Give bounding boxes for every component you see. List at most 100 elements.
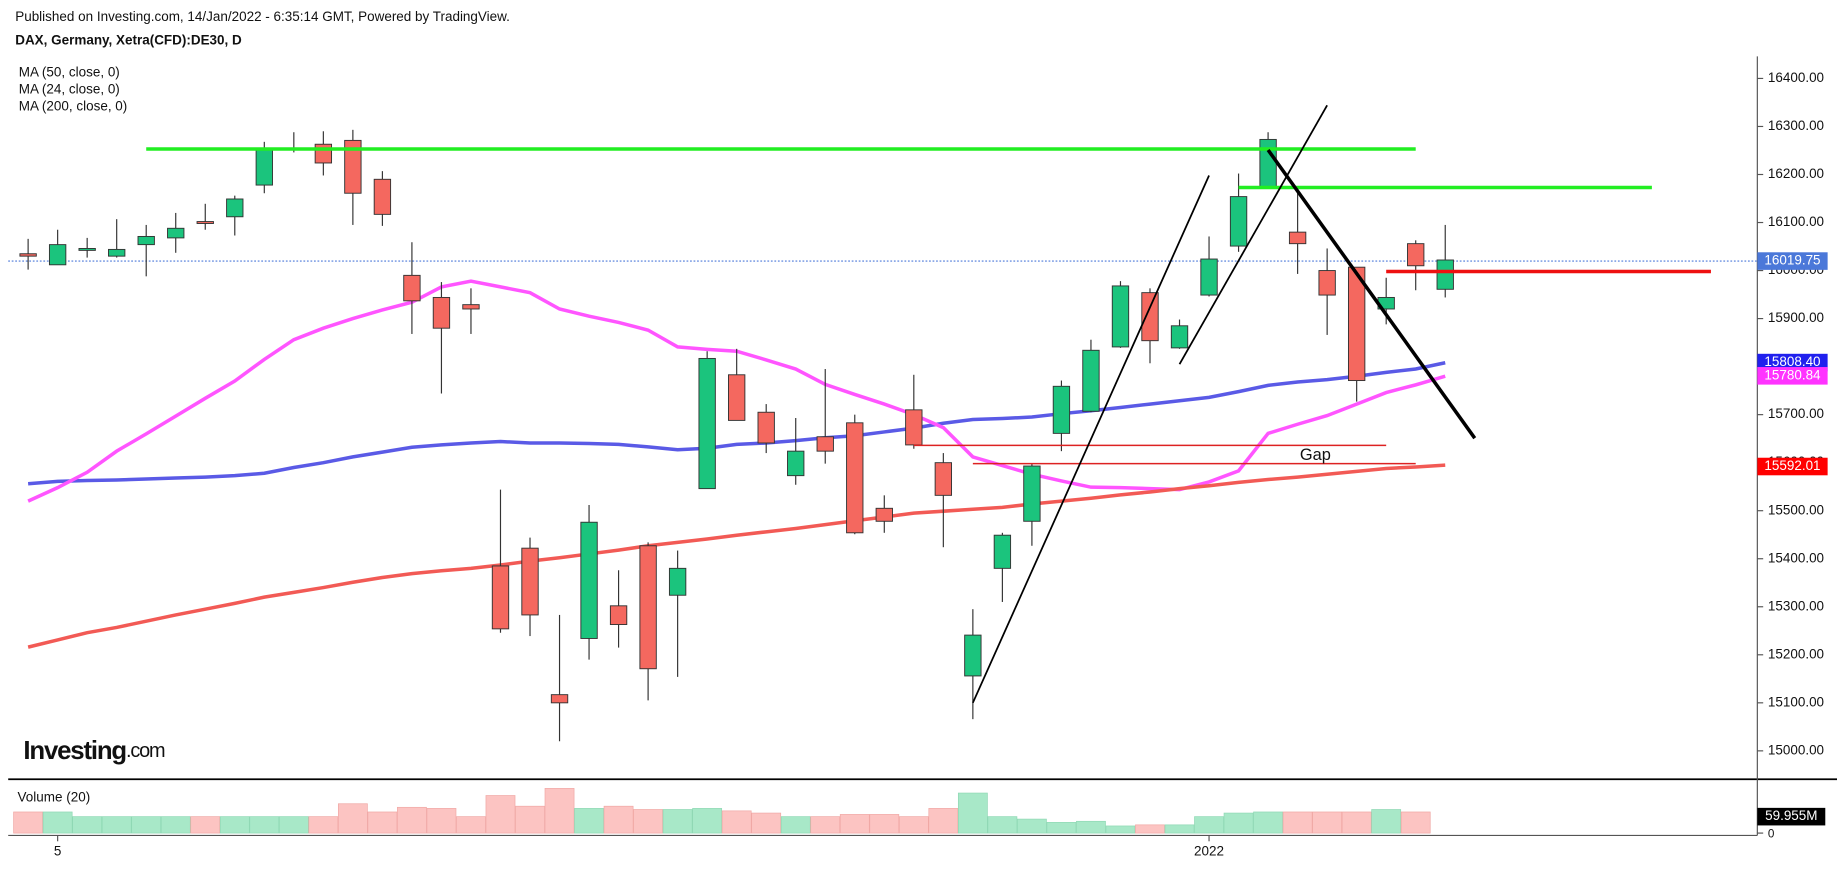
volume-last-box — [1757, 807, 1826, 826]
volume-bar — [367, 811, 398, 834]
volume-title: Volume (20) — [18, 790, 91, 805]
logo: Investing.com — [23, 737, 165, 765]
candle-body — [609, 605, 628, 626]
volume-bar — [219, 816, 250, 834]
candle-body — [226, 198, 244, 218]
volume-bar — [1017, 818, 1047, 834]
candle-body — [905, 409, 923, 446]
trend-line — [1266, 148, 1477, 440]
volume-bar — [426, 808, 457, 834]
logo-main: Investing — [23, 737, 126, 765]
volume-bar — [13, 811, 43, 834]
candle-body — [728, 374, 746, 421]
price-label-box — [1757, 252, 1828, 270]
candle-body — [167, 227, 185, 239]
volume-bar — [337, 803, 368, 834]
price-label: 15780.84 — [1764, 367, 1821, 382]
y-tick-label: 15900.00 — [1768, 310, 1824, 325]
candle-body — [846, 422, 864, 534]
volume-bar — [1135, 824, 1165, 834]
y-tick-label: 15000.00 — [1768, 742, 1824, 757]
chart-title: DAX, Germany, Xetra(CFD):DE30, D — [15, 33, 242, 48]
candle-body — [1082, 349, 1100, 412]
candle-body — [1259, 138, 1277, 188]
candle-body — [816, 436, 834, 452]
volume-bar — [131, 816, 162, 834]
candle-body — [432, 296, 451, 329]
volume-bar — [869, 814, 900, 834]
volume-bar — [1341, 811, 1372, 834]
candle-body — [1407, 243, 1425, 267]
volume-bar — [1164, 824, 1195, 834]
volume-bar — [544, 788, 575, 834]
candle-body — [787, 450, 805, 477]
candle-body — [1170, 325, 1189, 349]
volume-bar — [308, 816, 339, 834]
candle-body — [1200, 258, 1218, 296]
candle-body — [403, 274, 421, 302]
ma-line — [27, 463, 1446, 649]
y-tick-label: 16300.00 — [1768, 118, 1824, 133]
volume-bar — [101, 816, 132, 834]
y-tick-label: 16200.00 — [1768, 166, 1824, 181]
price-label-box — [1757, 457, 1828, 476]
volume-bar — [397, 806, 427, 834]
y-tick-label: 16400.00 — [1768, 70, 1824, 85]
candle-body — [1347, 266, 1366, 382]
volume-bar — [485, 795, 516, 834]
candle-body — [639, 545, 657, 670]
candle-body — [1436, 259, 1454, 290]
logo-suffix: .com — [126, 741, 165, 763]
candle-body — [1229, 196, 1248, 247]
header: Published on Investing.com, 14/Jan/2022 … — [15, 9, 510, 24]
ma-line — [27, 361, 1446, 486]
volume-bar — [898, 816, 929, 834]
volume-last-label: 59.955M — [1765, 808, 1817, 823]
candle-body — [19, 253, 37, 257]
y-tick-label: 15400.00 — [1768, 550, 1824, 565]
candle-body — [1318, 270, 1336, 296]
candle-body — [78, 247, 96, 251]
volume-bar — [1282, 811, 1313, 834]
y-tick-label: 15700.00 — [1768, 406, 1824, 421]
y-tick-label: 15100.00 — [1768, 694, 1824, 709]
candle-body — [698, 357, 716, 490]
candle-body — [137, 235, 155, 246]
candle-body — [373, 178, 392, 215]
volume-bar — [928, 808, 959, 834]
volume-bar — [1105, 825, 1136, 834]
volume-bar — [1194, 816, 1224, 834]
annotation: Gap — [1300, 446, 1331, 464]
candle-body — [314, 143, 333, 164]
candle-body — [48, 244, 67, 266]
legend-entry: MA (24, close, 0) — [19, 81, 120, 96]
volume-bar — [160, 816, 191, 834]
candle-body — [964, 634, 982, 677]
x-tick-label: 5 — [54, 843, 62, 858]
volume-bar — [603, 805, 634, 834]
candle-body — [934, 462, 953, 496]
volume-bar — [1076, 820, 1106, 834]
legend-entry: MA (50, close, 0) — [19, 64, 120, 79]
volume-bar — [42, 811, 73, 834]
candle-body — [580, 521, 598, 639]
volume-bar — [1223, 812, 1254, 834]
candle-body — [196, 221, 214, 224]
price-label: 15808.40 — [1764, 354, 1820, 369]
volume-bar — [633, 809, 663, 834]
y-tick-label: 15200.00 — [1768, 646, 1824, 661]
volume-bar — [1400, 811, 1431, 834]
candle-body — [521, 547, 539, 616]
volume-bar — [810, 816, 841, 834]
volume-bar — [662, 809, 693, 834]
candle-body — [668, 567, 687, 596]
volume-bar — [574, 808, 604, 834]
y-tick-label: 16100.00 — [1768, 214, 1824, 229]
volume-bar — [987, 816, 1018, 834]
y-tick-label: 15300.00 — [1768, 598, 1824, 613]
volume-bar — [249, 816, 280, 834]
candle-body — [1141, 292, 1159, 342]
candle-body — [993, 534, 1012, 569]
candle-body — [550, 694, 569, 704]
